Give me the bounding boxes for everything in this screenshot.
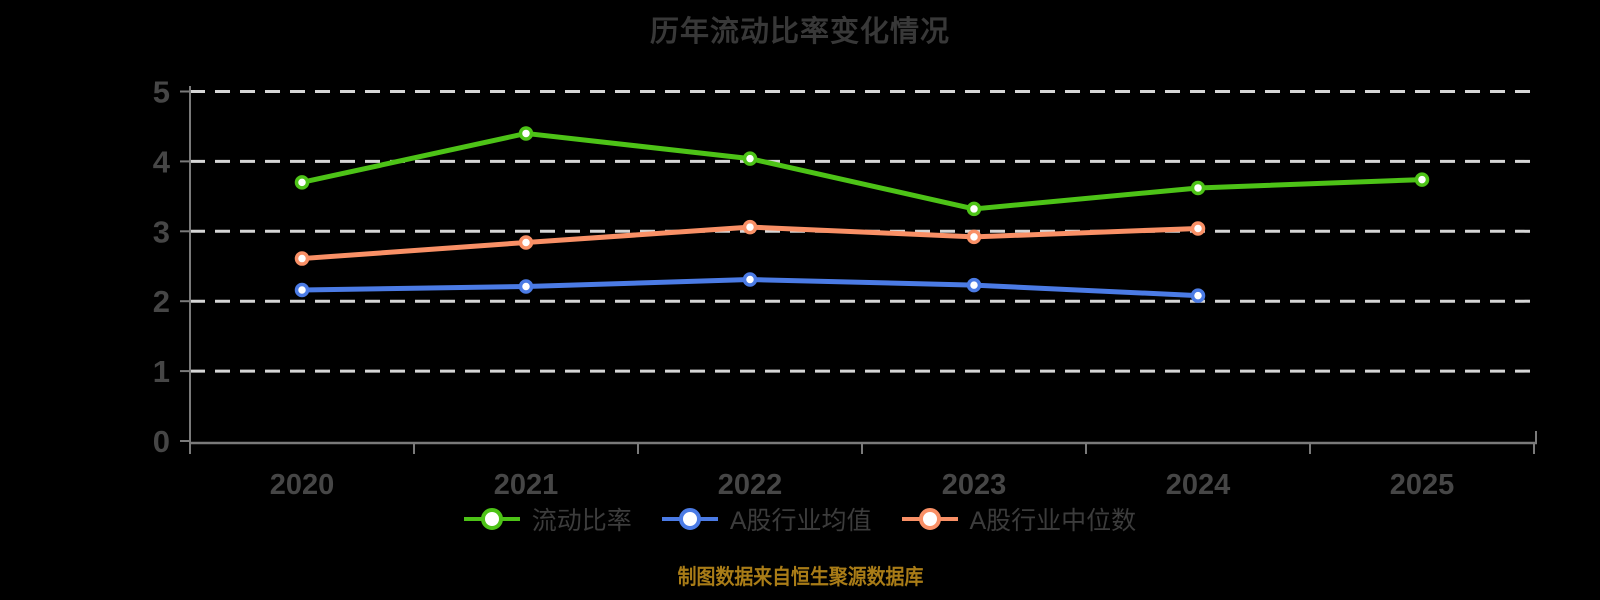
data-point-s0-2021 [518,126,534,141]
y-tick-label-3: 3 [153,214,170,249]
legend-item-1[interactable]: A股行业均值 [661,501,872,537]
legend-label: A股行业均值 [729,507,872,535]
y-tick-label-5: 5 [153,75,170,110]
chart-legend: 流动比率 A股行业均值 A股行业中位数 [0,501,1600,537]
legend-marker-icon [661,508,718,530]
data-point-s2-2023 [966,229,982,245]
data-point-s1-2023 [966,277,982,293]
data-point-s0-2023 [966,201,982,217]
data-point-s2-2020 [294,251,310,266]
x-tick-label-2024: 2024 [1166,469,1231,501]
x-tick-label-2025: 2025 [1390,469,1455,501]
y-tick-label-2: 2 [153,284,170,319]
data-point-s2-2021 [518,235,534,250]
series-line-0 [299,130,1425,212]
x-tick-label-2020: 2020 [270,469,335,501]
y-tick-label-1: 1 [153,354,170,389]
data-point-s1-2022 [742,272,758,287]
data-point-s0-2020 [294,175,310,190]
legend-item-0[interactable]: 流动比率 [463,501,632,537]
data-point-s0-2025 [1414,172,1430,187]
data-point-s1-2024 [1190,288,1206,303]
data-point-s1-2020 [294,282,310,298]
data-point-s1-2021 [518,279,534,294]
legend-label: A股行业中位数 [969,507,1137,535]
source-note: 制图数据来自恒生聚源数据库 [0,561,1600,591]
chart-title: 历年流动比率变化情况 [649,16,950,48]
data-point-s2-2024 [1190,221,1206,236]
legend-item-2[interactable]: A股行业中位数 [901,501,1137,537]
x-tick-label-2021: 2021 [494,469,559,501]
legend-label: 流动比率 [531,507,632,535]
data-point-s2-2022 [742,219,758,235]
x-tick-label-2023: 2023 [942,469,1007,501]
data-point-s0-2024 [1190,180,1206,196]
source-note-text: 制图数据来自恒生聚源数据库 [677,566,923,589]
legend-marker-icon [463,508,520,530]
x-tick-label-2022: 2022 [718,469,783,501]
legend-marker-icon [901,508,958,530]
data-point-s0-2022 [742,151,758,166]
y-tick-label-0: 0 [153,424,170,459]
y-tick-label-4: 4 [153,144,171,179]
